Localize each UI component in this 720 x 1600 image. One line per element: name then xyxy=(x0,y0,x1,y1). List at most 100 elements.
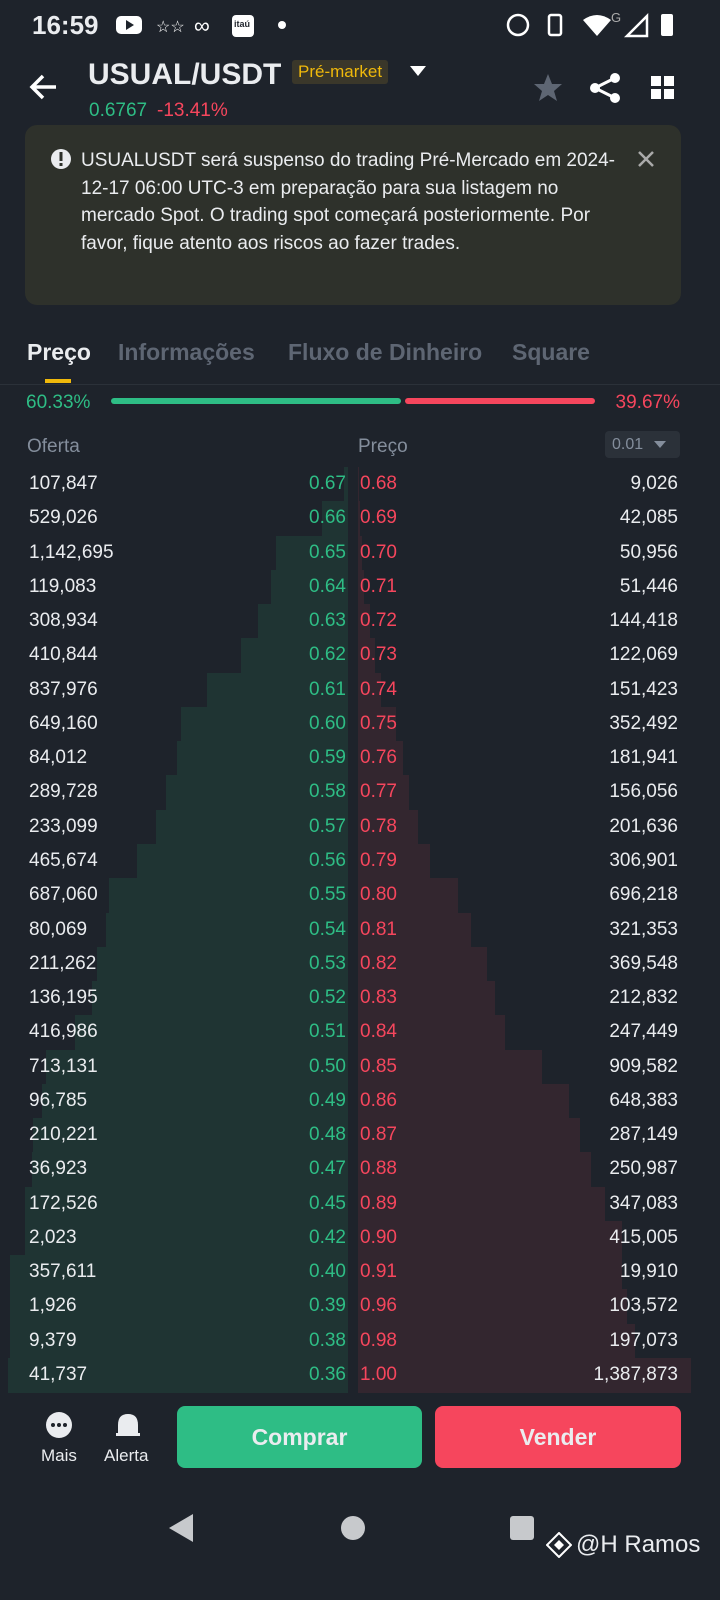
bid-depth-bar xyxy=(9,1323,348,1359)
bid-quantity: 357,611 xyxy=(29,1261,97,1283)
ask-depth-bar xyxy=(358,1015,506,1051)
bid-depth-bar xyxy=(41,1083,348,1119)
ask-depth-bar xyxy=(358,672,382,708)
bid-depth-bar xyxy=(10,1289,348,1325)
precision-arrow[interactable] xyxy=(654,441,666,449)
ask-depth-bar xyxy=(358,706,396,742)
bid-price: 0.67 xyxy=(309,473,346,494)
precision-selector[interactable] xyxy=(605,431,680,458)
tab-indicator xyxy=(45,379,71,383)
bid-price: 0.52 xyxy=(309,987,346,1009)
bid-depth-bar xyxy=(74,1015,348,1051)
bid-depth-bar xyxy=(24,1220,348,1256)
ask-price: 0.89 xyxy=(360,1192,397,1214)
pair-title[interactable]: USUAL/USDT xyxy=(88,58,282,91)
ask-price: 0.82 xyxy=(360,952,397,974)
ask-price: 0.73 xyxy=(360,644,397,666)
bid-price: 0.57 xyxy=(309,815,346,837)
ask-quantity: 347,083 xyxy=(609,1192,678,1214)
alert-close[interactable] xyxy=(637,150,655,168)
precision-value[interactable]: 0.01 xyxy=(612,436,644,453)
order-row: 80,069 0.54 0.81 321,353 xyxy=(0,912,720,948)
order-row: 41,737 0.36 1.00 1,387,873 xyxy=(0,1358,720,1394)
ask-depth-bar xyxy=(358,1255,623,1291)
ask-price: 0.83 xyxy=(360,987,397,1009)
bid-price: 0.50 xyxy=(309,1055,346,1077)
ask-price: 0.71 xyxy=(360,575,397,597)
ask-quantity: 201,636 xyxy=(609,815,678,837)
alert-label[interactable]: Alerta xyxy=(104,1446,149,1465)
order-row: 36,923 0.47 0.88 250,987 xyxy=(0,1152,720,1188)
ask-depth-bar xyxy=(358,809,418,845)
tab[interactable]: Square xyxy=(512,339,590,365)
bid-depth-bar xyxy=(33,1118,348,1154)
alert-text: USUALUSDT será suspenso do trading Pré-M… xyxy=(81,150,616,254)
ask-depth-bar xyxy=(358,1323,635,1359)
back-button[interactable] xyxy=(28,72,60,102)
price-change: -13.41% xyxy=(157,100,228,121)
ask-quantity: 1,387,873 xyxy=(593,1364,678,1386)
bid-depth-bar xyxy=(137,843,348,879)
bid-quantity: 211,262 xyxy=(29,952,97,974)
bid-quantity: 687,060 xyxy=(29,884,98,906)
ask-price: 0.72 xyxy=(360,610,397,632)
ask-quantity: 306,901 xyxy=(609,849,678,871)
order-row: 357,611 0.40 0.91 19,910 xyxy=(0,1255,720,1291)
bid-quantity: 107,847 xyxy=(29,473,98,494)
ask-quantity: 352,492 xyxy=(609,712,678,734)
bid-quantity: 96,785 xyxy=(29,1089,88,1111)
order-row: 529,026 0.66 0.69 42,085 xyxy=(0,501,720,537)
ask-quantity: 648,383 xyxy=(609,1089,678,1111)
more-label[interactable]: Mais xyxy=(41,1446,77,1465)
buy-button[interactable]: Comprar xyxy=(177,1406,422,1468)
tab[interactable]: Informações xyxy=(118,339,255,365)
tab[interactable]: Preço xyxy=(27,339,91,365)
ask-depth-bar xyxy=(358,569,365,605)
status-time: 16:59 xyxy=(32,10,99,40)
bid-quantity: 649,160 xyxy=(29,712,98,734)
header-actions[interactable] xyxy=(533,72,683,106)
sell-button[interactable]: Vender xyxy=(435,1406,681,1468)
bid-price: 0.42 xyxy=(309,1226,346,1248)
ask-quantity: 151,423 xyxy=(609,678,678,700)
bid-price: 0.51 xyxy=(309,1021,346,1043)
bid-price: 0.62 xyxy=(309,644,346,666)
bottom-icons[interactable] xyxy=(46,1411,146,1439)
ask-price: 0.69 xyxy=(360,507,397,529)
sell-ratio-label: 39.67% xyxy=(615,392,680,413)
price-header: Preço xyxy=(358,436,408,457)
bid-depth-bar xyxy=(31,1152,348,1188)
ask-price: 0.85 xyxy=(360,1055,397,1077)
order-row: 96,785 0.49 0.86 648,383 xyxy=(0,1083,720,1119)
ask-quantity: 909,582 xyxy=(609,1055,678,1077)
ask-depth-bar xyxy=(358,535,363,571)
bid-depth-bar xyxy=(207,672,348,708)
bid-depth-bar xyxy=(180,706,348,742)
tab[interactable]: Fluxo de Dinheiro xyxy=(288,339,483,365)
ask-price: 1.00 xyxy=(360,1364,397,1386)
order-row: 233,099 0.57 0.78 201,636 xyxy=(0,809,720,845)
ask-quantity: 181,941 xyxy=(609,747,678,769)
bid-quantity: 136,195 xyxy=(29,987,98,1009)
bid-depth-bar xyxy=(24,1186,348,1222)
bid-quantity: 410,844 xyxy=(29,644,98,666)
nav-bar[interactable] xyxy=(165,1508,545,1548)
ask-price: 0.88 xyxy=(360,1158,397,1180)
ask-depth-bar xyxy=(358,1220,622,1256)
ask-quantity: 415,005 xyxy=(609,1226,678,1248)
bid-quantity: 1,142,695 xyxy=(29,541,114,563)
ask-price: 0.80 xyxy=(360,884,397,906)
ask-price: 0.75 xyxy=(360,712,397,734)
bid-depth-bar xyxy=(45,1049,348,1085)
ask-price: 0.77 xyxy=(360,781,397,803)
ask-depth-bar xyxy=(358,1358,692,1394)
ask-quantity: 321,353 xyxy=(609,918,678,940)
ask-price: 0.86 xyxy=(360,1089,397,1111)
order-row: 308,934 0.63 0.72 144,418 xyxy=(0,604,720,640)
bid-quantity: 210,221 xyxy=(29,1124,98,1146)
ask-price: 0.78 xyxy=(360,815,397,837)
ask-quantity: 51,446 xyxy=(619,575,678,597)
ask-price: 0.90 xyxy=(360,1226,397,1248)
dropdown-arrow[interactable] xyxy=(410,66,428,78)
